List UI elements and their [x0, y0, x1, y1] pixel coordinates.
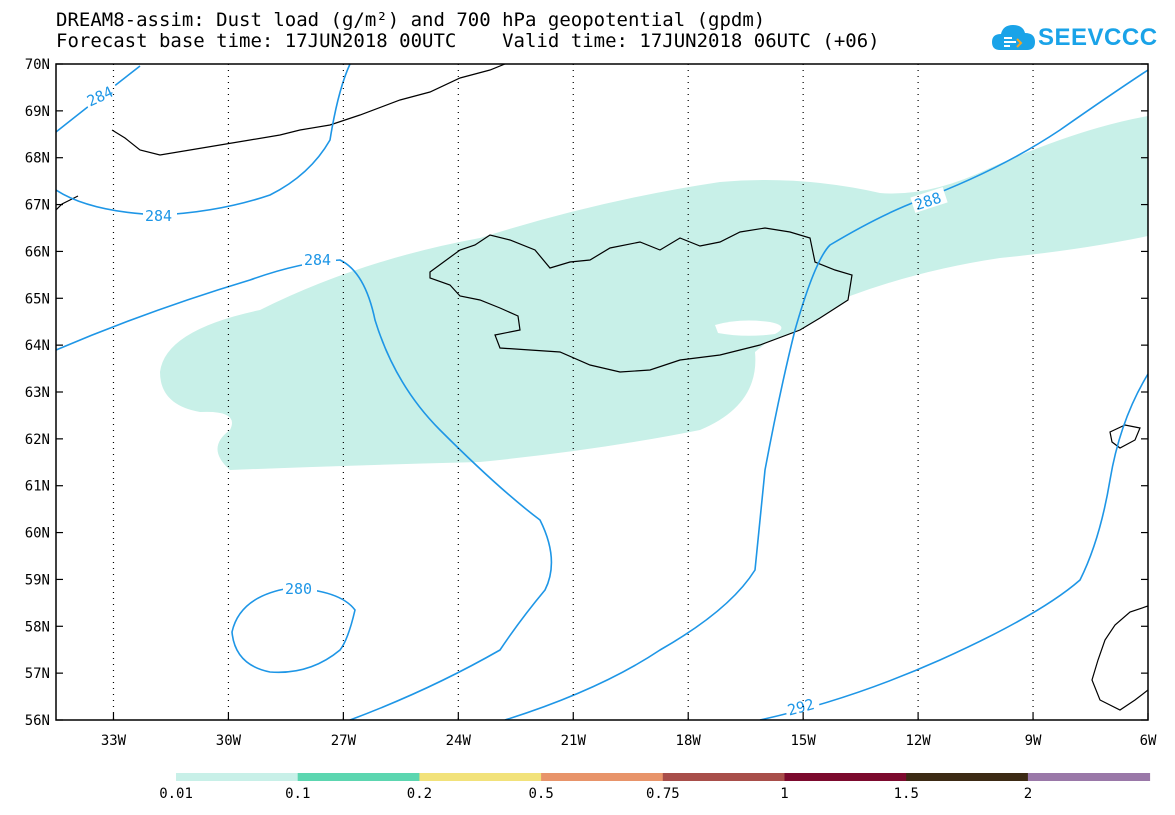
contour-label-group: 284 284 284 288 280 292 [82, 80, 948, 720]
vatnajokull-glacier [715, 320, 782, 336]
lon-tick-label: 9W [1025, 733, 1042, 749]
color-scale-label: 2 [1023, 786, 1033, 802]
color-scale-swatch [419, 773, 542, 781]
greenland-coastline-west [56, 195, 79, 211]
lat-tick-label: 59N [25, 572, 50, 588]
lat-tick-label: 66N [25, 244, 50, 260]
iceland-coastline [429, 227, 853, 373]
seevccc-logo: SEEVCCC [990, 18, 1170, 58]
color-scale-bar [176, 773, 1151, 781]
map-subtitle: Forecast base time: 17JUN2018 00UTC Vali… [56, 30, 880, 52]
color-scale-label: 0.01 [159, 786, 193, 802]
lat-tick-label: 65N [25, 291, 50, 307]
axis-ticks [56, 63, 1149, 721]
color-scale-swatch [906, 773, 1029, 781]
color-scale-label: 0.75 [646, 786, 680, 802]
lat-tick-label: 60N [25, 526, 50, 542]
color-scale-swatch [297, 773, 420, 781]
lon-tick-label: 6W [1140, 733, 1157, 749]
color-scale-label: 0.2 [406, 786, 433, 802]
contour-label: 284 [304, 251, 331, 269]
longitude-labels: 33W 30W 27W 24W 21W 18W 15W 12W 9W 6W [101, 733, 1157, 749]
color-scale-label: 1 [780, 786, 789, 802]
lon-tick-label: 27W [331, 733, 357, 749]
latitude-labels: 56N 57N 58N 59N 60N 61N 62N 63N 64N 65N 66N 67N 68N 6… [25, 57, 50, 729]
logo-text: SEEVCCC [1038, 24, 1158, 51]
color-scale-swatch [784, 773, 907, 781]
lon-tick-label: 24W [446, 733, 472, 749]
lat-tick-label: 70N [25, 57, 50, 73]
lat-tick-label: 62N [25, 432, 50, 448]
color-scale-label: 1.5 [893, 786, 919, 802]
lat-tick-label: 58N [25, 619, 50, 635]
color-scale-label: 0.1 [285, 786, 311, 802]
faroe-islands [1109, 424, 1141, 449]
color-scale-swatch [1027, 773, 1151, 781]
lat-tick-label: 56N [25, 713, 50, 729]
lat-tick-label: 63N [25, 385, 50, 401]
contour-label: 284 [145, 207, 172, 225]
map-title: DREAM8-assim: Dust load (g/m²) and 700 h… [56, 9, 766, 31]
lat-tick-label: 61N [25, 479, 50, 495]
lon-tick-label: 18W [676, 733, 702, 749]
lon-tick-label: 33W [101, 733, 127, 749]
graticule [112, 64, 1034, 720]
lon-tick-label: 12W [905, 733, 931, 749]
geopotential-contours [56, 64, 1148, 720]
cloud-icon [992, 25, 1035, 50]
contour-label: 280 [285, 580, 312, 598]
lon-tick-label: 21W [561, 733, 587, 749]
color-scale-swatch [662, 773, 785, 781]
greenland-coastline [111, 64, 506, 156]
color-scale-label: 0.5 [528, 786, 554, 802]
lat-tick-label: 67N [25, 198, 50, 214]
lat-tick-label: 64N [25, 338, 50, 354]
lon-tick-label: 15W [791, 733, 817, 749]
lon-tick-label: 30W [216, 733, 242, 749]
contour-label: 292 [785, 695, 816, 719]
scotland-coastline [1091, 605, 1148, 711]
color-scale-swatch [176, 773, 299, 781]
lat-tick-label: 57N [25, 666, 50, 682]
lat-tick-label: 68N [25, 151, 50, 167]
lat-tick-label: 69N [25, 104, 50, 120]
color-scale-swatch [541, 773, 664, 781]
